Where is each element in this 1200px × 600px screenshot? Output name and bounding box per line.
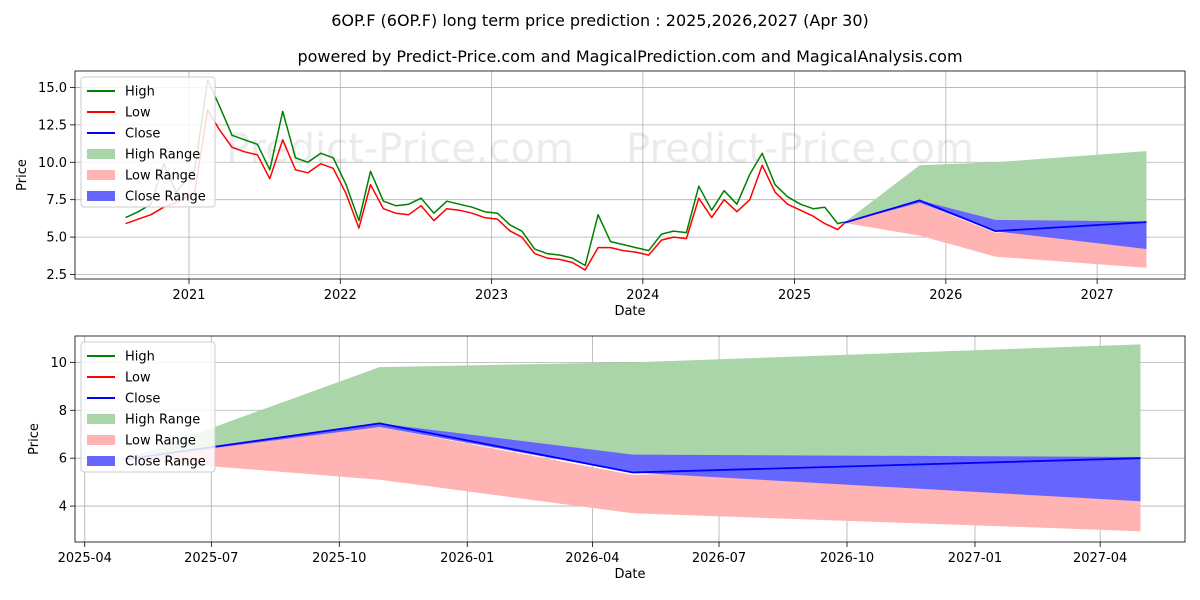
close-range-band [843, 200, 1147, 250]
top-panel: 2021 2022 2023 2024 2025 2026 2027 2.5 5.0 7.5 10.… [15, 70, 1186, 322]
legend-label: Close [125, 127, 160, 142]
x-tick-label: 2025-10 [312, 551, 366, 566]
chart-title: 6OP.F (6OP.F) long term price prediction… [331, 11, 869, 30]
y-tick-label: 15.0 [38, 81, 67, 96]
legend-swatch [87, 170, 115, 180]
high-range-band [843, 151, 1147, 223]
close-series-line [843, 199, 1147, 233]
legend: High Low Close High Range Low Range Close Ran… [80, 341, 216, 473]
legend-swatch [87, 456, 115, 466]
y-tick-label: 4 [59, 500, 67, 515]
x-tick-label: 2022 [324, 288, 357, 303]
x-tick-label: 2027 [1081, 288, 1114, 303]
legend-label: High Range [125, 148, 200, 163]
watermark-text: Predict-Price.com [626, 126, 974, 172]
low-range-band [125, 427, 1141, 532]
legend-swatch [87, 191, 115, 201]
watermark-text: Predict-Price.com [226, 126, 574, 172]
plot-area: Predict-Price.com Predict-Price.com Predic… [125, 79, 1147, 322]
x-tick-label: 2026 [929, 288, 962, 303]
x-tick-label: 2021 [172, 288, 205, 303]
y-tick-label: 8 [59, 404, 67, 419]
low-series-line [125, 109, 845, 271]
legend-swatch [87, 149, 115, 159]
y-tick-label: 12.5 [38, 118, 67, 133]
x-tick-label: 2025-04 [58, 551, 112, 566]
y-tick-label: 10.0 [38, 156, 67, 171]
bottom-panel: 2025-04 2025-07 2025-10 2026-01 2026-04 2026-… [27, 335, 1186, 582]
close-range-band [125, 423, 1141, 502]
y-tick-label: 10 [50, 356, 67, 371]
x-tick-label: 2026-10 [820, 551, 874, 566]
watermark-text: Predict-Price.com [626, 276, 974, 322]
legend-label: Low [125, 106, 151, 121]
legend-label: Low Range [125, 434, 196, 449]
legend-label: Close [125, 392, 160, 407]
legend-swatch [87, 435, 115, 445]
low-range-band [843, 202, 1147, 268]
close-series-line [124, 422, 1141, 474]
x-tick-label: 2027-01 [948, 551, 1002, 566]
axes-frame [74, 335, 1186, 543]
x-tick-label: 2024 [626, 288, 659, 303]
legend-label: High Range [125, 413, 200, 428]
axes-frame [74, 70, 1186, 280]
x-axis-label: Date [614, 567, 645, 582]
x-tick-label: 2025 [778, 288, 811, 303]
legend: High Low Close High Range Low Range Close Ran… [80, 76, 216, 208]
x-tick-label: 2026-07 [692, 551, 746, 566]
legend-label: Low [125, 371, 151, 386]
watermark-text: Predict-Price.com [226, 276, 574, 322]
y-tick-label: 7.5 [46, 193, 67, 208]
x-tick-label: 2025-07 [184, 551, 238, 566]
chart-subtitle: powered by Predict-Price.com and Magical… [297, 47, 962, 66]
legend-swatch [87, 414, 115, 424]
legend-label: Close Range [125, 455, 206, 470]
legend-label: High [125, 85, 155, 100]
y-axis-label: Price [27, 423, 42, 455]
x-tick-label: 2026-04 [565, 551, 619, 566]
high-range-band [125, 344, 1141, 460]
legend-label: Close Range [125, 190, 206, 205]
y-tick-label: 6 [59, 452, 67, 467]
high-series-line [125, 79, 845, 267]
x-tick-label: 2023 [475, 288, 508, 303]
legend-label: Low Range [125, 169, 196, 184]
legend-label: High [125, 350, 155, 365]
x-axis-label: Date [614, 304, 645, 319]
x-tick-label: 2027-04 [1073, 551, 1127, 566]
y-tick-label: 2.5 [46, 268, 67, 283]
x-tick-label: 2026-01 [440, 551, 494, 566]
y-axis-label: Price [15, 159, 30, 191]
y-tick-label: 5.0 [46, 231, 67, 246]
